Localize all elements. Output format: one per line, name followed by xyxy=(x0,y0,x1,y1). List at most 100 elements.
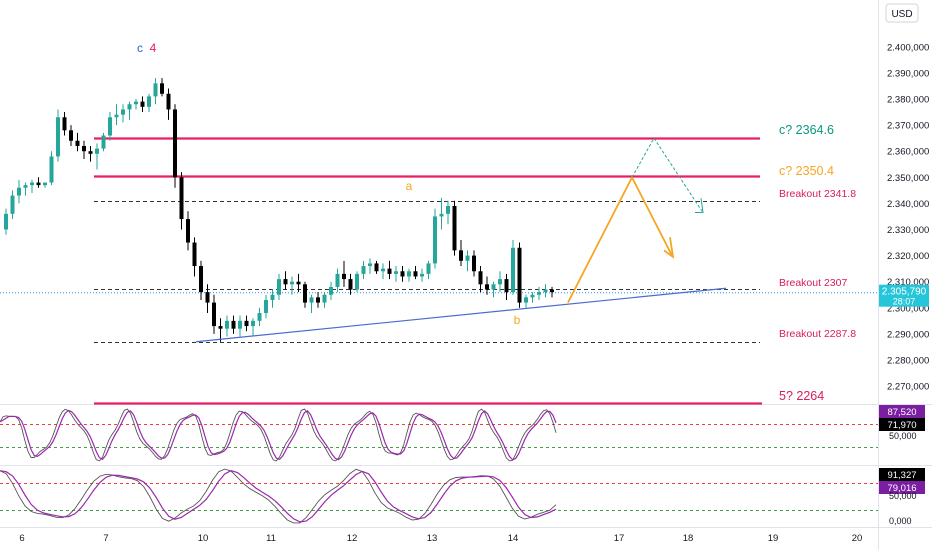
wave-label: a xyxy=(406,179,413,193)
candle xyxy=(394,266,398,282)
candle xyxy=(524,294,528,308)
candle xyxy=(426,260,431,280)
time-axis[interactable]: 6 7 10 11 12 13 14 17 18 19 20 xyxy=(19,533,862,544)
level-label: Breakout 2341.8 xyxy=(779,188,856,200)
candle xyxy=(212,294,216,334)
time-tick-label: 10 xyxy=(198,533,209,544)
candle xyxy=(205,284,210,314)
candle xyxy=(153,78,158,105)
candle xyxy=(192,237,197,277)
candle xyxy=(17,179,21,204)
candle xyxy=(478,266,483,293)
stoch2-tag-b xyxy=(879,481,925,494)
candle xyxy=(199,260,203,300)
price-tick-label: 2.280,000 xyxy=(887,356,929,367)
price-tick-label: 2.330,000 xyxy=(887,225,929,236)
candle xyxy=(303,281,307,308)
candle xyxy=(23,182,28,196)
candle xyxy=(296,273,301,293)
candle xyxy=(56,109,60,162)
stoch1-tag-a xyxy=(879,405,925,418)
candle xyxy=(49,151,54,186)
candle xyxy=(433,208,437,269)
bar-countdown: 28:07 xyxy=(893,297,916,307)
candle xyxy=(400,266,405,282)
level-label: c? 2364.6 xyxy=(779,123,834,137)
level-label: c? 2350.4 xyxy=(779,164,834,178)
candle xyxy=(75,132,80,152)
candle xyxy=(231,315,236,334)
price-tick-label: 2.390,000 xyxy=(887,68,929,79)
price-tick-label: 2.360,000 xyxy=(887,147,929,158)
candle xyxy=(374,260,379,274)
stoch1-mid-label: 50,000 xyxy=(889,431,917,441)
price-tick-label: 2.290,000 xyxy=(887,329,929,340)
candle xyxy=(381,263,385,280)
candle xyxy=(452,200,457,256)
currency-label: USD xyxy=(891,9,912,20)
candle xyxy=(550,286,554,298)
candle xyxy=(543,284,548,298)
time-tick-label: 6 xyxy=(19,533,24,544)
stoch1-value-b: 71,970 xyxy=(887,420,916,431)
candle xyxy=(218,318,223,342)
candle xyxy=(257,307,262,327)
price-tick-label: 2.350,000 xyxy=(887,173,929,184)
candle xyxy=(407,268,411,282)
stoch1-d-line xyxy=(0,409,557,461)
candle xyxy=(472,250,476,277)
drawings-layer xyxy=(195,137,727,343)
time-tick-label: 14 xyxy=(508,533,519,544)
candle xyxy=(62,112,67,136)
candle xyxy=(420,268,424,282)
candle xyxy=(504,273,509,300)
price-tick-label: 2.340,000 xyxy=(887,199,929,210)
ascending-trendline xyxy=(195,287,727,343)
candle xyxy=(160,78,164,97)
candle xyxy=(127,101,132,120)
candle xyxy=(147,93,151,113)
time-tick-label: 17 xyxy=(614,533,625,544)
price-tick-label: 2.270,000 xyxy=(887,382,929,393)
wave-label: c xyxy=(137,41,143,55)
candlestick-series xyxy=(4,78,554,342)
candle xyxy=(43,182,47,188)
level-labels: c? 2364.6 c? 2350.4 Breakout 2341.8 Breakou… xyxy=(779,123,856,403)
candle xyxy=(140,96,145,113)
candle xyxy=(36,177,41,188)
candle xyxy=(309,294,314,314)
price-axis[interactable]: 2.400,000 2.390,000 2.380,000 2.370,000 2.36… xyxy=(887,42,929,392)
candle xyxy=(446,200,450,225)
currency-badge[interactable] xyxy=(885,3,919,23)
wave-label: b xyxy=(514,313,521,327)
stoch2-value-a: 91,327 xyxy=(887,470,916,481)
candle xyxy=(114,104,119,126)
candle xyxy=(179,172,184,230)
candle xyxy=(459,239,463,267)
candle xyxy=(238,315,242,337)
stoch2-k-line xyxy=(0,468,557,524)
candle xyxy=(283,271,288,290)
candle xyxy=(10,190,15,220)
candle xyxy=(537,286,541,300)
candle xyxy=(355,271,359,293)
candle xyxy=(101,132,106,152)
wave-label: 4 xyxy=(150,41,157,55)
stoch-pane-2[interactable]: 91,327 79,016 50,000 0,000 xyxy=(0,468,925,526)
candle xyxy=(264,294,268,319)
stoch2-mid-label: 50,000 xyxy=(889,491,917,501)
candle xyxy=(173,104,177,188)
candle xyxy=(517,242,522,308)
candle xyxy=(335,268,340,293)
stoch-pane-1[interactable]: 87,520 71,970 50,000 xyxy=(0,405,925,462)
time-tick-label: 20 xyxy=(852,533,863,544)
candle xyxy=(134,99,138,110)
candle xyxy=(322,292,327,308)
price-tick-label: 2.380,000 xyxy=(887,95,929,106)
time-tick-label: 7 xyxy=(103,533,108,544)
time-tick-label: 13 xyxy=(427,533,438,544)
candle xyxy=(491,281,496,298)
candle xyxy=(361,260,366,280)
level-label: Breakout 2287.8 xyxy=(779,328,856,340)
